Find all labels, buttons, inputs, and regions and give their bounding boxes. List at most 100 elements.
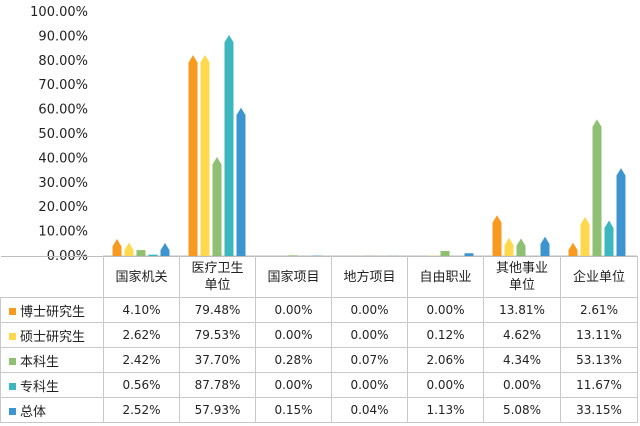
- bar-cap: [540, 236, 550, 245]
- table-corner: [0, 256, 104, 298]
- bar-cap: [160, 242, 170, 251]
- y-tick-label: 0.00%: [47, 249, 88, 260]
- series-legend-cell: 硕士研究生: [0, 322, 104, 348]
- series-legend-cell: 总体: [0, 397, 104, 423]
- bar-cap: [236, 107, 246, 116]
- table-cell: 0.00%: [331, 297, 408, 323]
- table-cell: 79.48%: [179, 297, 256, 323]
- bar: [492, 222, 502, 256]
- bar-group: [428, 250, 474, 256]
- table-cell: 57.93%: [179, 397, 256, 423]
- table-cell: 37.70%: [179, 347, 256, 373]
- bar-cap: [188, 55, 198, 63]
- y-tick-label: 90.00%: [38, 29, 88, 44]
- y-tick-label: 60.00%: [38, 103, 88, 118]
- table-cell: 0.00%: [255, 322, 332, 348]
- table-cell: 0.00%: [331, 372, 408, 398]
- y-tick-label: 50.00%: [38, 127, 88, 142]
- table-cell: 13.81%: [483, 297, 561, 323]
- table-cell: 11.67%: [560, 372, 638, 398]
- bar-cap: [504, 237, 514, 246]
- bar: [224, 41, 234, 256]
- table-cell: 0.00%: [255, 372, 332, 398]
- bar: [136, 250, 146, 256]
- bar: [200, 61, 210, 256]
- bar-group: [112, 238, 170, 256]
- series-legend-cell: 专科生: [0, 372, 104, 398]
- bar: [516, 245, 526, 256]
- table-cell: 0.56%: [103, 372, 180, 398]
- table-row: 硕士研究生 2.62% 79.53% 0.00% 0.00% 0.12% 4.62% 13.1…: [0, 322, 638, 348]
- table-cell: 5.08%: [483, 397, 561, 423]
- bar-cap: [516, 238, 526, 246]
- data-table: 国家机关 医疗卫生 单位 国家项目 地方项目 自由职业 其他事业 单位 企业单位博士研究生 4.1…: [0, 256, 638, 423]
- legend-key: [9, 332, 16, 340]
- bar: [160, 249, 170, 256]
- series-legend-cell: 本科生: [0, 347, 104, 373]
- y-tick-label: 10.00%: [38, 225, 88, 240]
- bar: [212, 164, 222, 256]
- series-name: 博士研究生: [20, 304, 86, 320]
- bar: [604, 227, 614, 256]
- table-cell: 2.62%: [103, 322, 180, 348]
- table-cell: 0.28%: [255, 347, 332, 373]
- y-tick-label: 80.00%: [38, 54, 88, 69]
- table-cell: 2.52%: [103, 397, 180, 423]
- category-header: 自由职业: [407, 256, 484, 298]
- series-name: 本科生: [20, 354, 60, 370]
- bar: [592, 126, 602, 257]
- table-row: 本科生 2.42% 37.70% 0.28% 0.07% 2.06% 4.34% 53.13%: [0, 347, 638, 373]
- table-cell: 2.42%: [103, 347, 180, 373]
- bar-cap: [616, 168, 626, 176]
- bar-group: [188, 34, 246, 256]
- table-cell: 0.00%: [407, 372, 484, 398]
- bar: [148, 254, 158, 256]
- bar: [540, 243, 550, 256]
- bar-cap: [568, 242, 578, 251]
- bar-chart: 0.00% 10.00% 20.00% 30.00% 40.00% 50.00% 60.00…: [30, 5, 637, 260]
- table-cell: 87.78%: [179, 372, 256, 398]
- table-cell: 0.07%: [331, 347, 408, 373]
- bar: [616, 175, 626, 256]
- category-header: 其他事业 单位: [483, 256, 561, 298]
- y-tick-label: 30.00%: [38, 176, 88, 191]
- bar: [188, 62, 198, 256]
- table-cell: 0.04%: [331, 397, 408, 423]
- series-legend-cell: 博士研究生: [0, 297, 104, 323]
- table-cell: 0.15%: [255, 397, 332, 423]
- table-header-row: 国家机关 医疗卫生 单位 国家项目 地方项目 自由职业 其他事业 单位 企业单位: [0, 256, 638, 298]
- table-cell: 0.00%: [331, 322, 408, 348]
- bar: [464, 253, 474, 256]
- bar: [580, 224, 590, 256]
- bar-cap: [604, 220, 614, 229]
- bar-group: [492, 215, 550, 256]
- table-row: 总体 2.52% 57.93% 0.15% 0.04% 1.13% 5.08% 33.15%: [0, 397, 638, 423]
- bar-cap: [124, 242, 134, 251]
- category-header: 国家机关: [103, 256, 180, 298]
- bar: [440, 250, 450, 256]
- table-cell: 0.00%: [255, 297, 332, 323]
- legend-key: [9, 357, 16, 365]
- table-cell: 4.62%: [483, 322, 561, 348]
- series-name: 总体: [20, 404, 47, 420]
- category-header: 国家项目: [255, 256, 332, 298]
- bar-cap: [592, 119, 602, 127]
- table-cell: 1.13%: [407, 397, 484, 423]
- table-cell: 4.10%: [103, 297, 180, 323]
- category-header: 医疗卫生 单位: [179, 256, 256, 298]
- legend-key: [9, 382, 16, 390]
- bar-groups: [112, 34, 626, 257]
- table-row: 博士研究生 4.10% 79.48% 0.00% 0.00% 0.00% 13.81% 2.6…: [0, 297, 638, 323]
- bar: [124, 249, 134, 256]
- legend-key: [9, 307, 16, 315]
- table-cell: 4.34%: [483, 347, 561, 373]
- table-cell: 13.11%: [560, 322, 638, 348]
- legend-key: [9, 407, 16, 415]
- bar-cap: [580, 217, 590, 225]
- table-cell: 2.61%: [560, 297, 638, 323]
- category-header: 地方项目: [331, 256, 408, 298]
- category-header: 企业单位: [560, 256, 638, 298]
- y-axis: 0.00% 10.00% 20.00% 30.00% 40.00% 50.00% 60.00…: [30, 5, 637, 260]
- bar: [288, 255, 298, 256]
- table-cell: 53.13%: [560, 347, 638, 373]
